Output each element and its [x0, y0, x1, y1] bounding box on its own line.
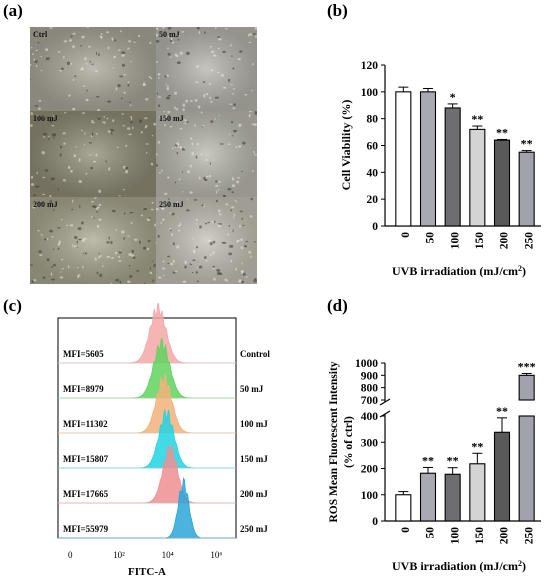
x-tick-label: 250 — [523, 527, 535, 545]
y-tick-label: 60 — [367, 141, 379, 153]
y-axis-label-line2: (% of ctrl) — [343, 416, 355, 468]
y-tick-label: 20 — [367, 194, 379, 206]
series-label: 50 mJ — [240, 384, 264, 394]
x-tick-label: 0 — [400, 527, 412, 533]
significance-mark: ** — [496, 404, 508, 418]
series-label: 200 mJ — [240, 489, 268, 499]
panel-d-label: (d) — [327, 296, 348, 315]
x-tick-label: 50 — [425, 232, 437, 244]
x-axis-label: UVB irradiation (mJ/cm2) — [392, 264, 526, 279]
bar — [444, 473, 461, 522]
x-tick-label: 200 — [499, 527, 511, 545]
bar — [493, 431, 511, 522]
micrograph-100mj: 100 mJ — [30, 111, 156, 197]
micrograph-50mj: 50 mJ — [156, 27, 257, 111]
micrograph-label: 250 mJ — [159, 200, 184, 209]
micrograph-texture — [156, 27, 257, 111]
micrograph-texture — [30, 111, 156, 197]
x-tick-label: 10² — [113, 550, 125, 560]
y-tick-label: 120 — [361, 60, 379, 72]
significance-mark: * — [450, 90, 456, 104]
significance-mark: ** — [447, 454, 459, 468]
significance-mark: ** — [521, 137, 533, 151]
mfi-label: MFI=8979 — [63, 384, 104, 394]
y-tick-label: 900 — [361, 370, 379, 382]
y-tick-label: 100 — [361, 490, 379, 502]
micrograph-ctrl: Ctrl — [30, 27, 156, 111]
series-label: 250 mJ — [240, 524, 268, 534]
micrograph-label: Ctrl — [33, 30, 48, 39]
micrograph-label: 100 mJ — [33, 114, 58, 123]
y-tick-label: 100 — [361, 87, 379, 99]
axis-break-mark — [379, 398, 391, 406]
x-axis-label: FITC-A — [128, 566, 166, 578]
series-label: 100 mJ — [240, 419, 268, 429]
significance-mark: ** — [471, 112, 483, 126]
y-tick-label: 800 — [361, 383, 379, 395]
significance-mark: ** — [471, 439, 483, 453]
micrograph-200mj: 200 mJ — [30, 197, 156, 284]
mfi-label: MFI=5605 — [63, 349, 104, 359]
micrograph-label: 150 mJ — [159, 114, 184, 123]
mfi-label: MFI=15807 — [63, 454, 109, 464]
panel-a-label: (a) — [3, 1, 23, 20]
y-tick-label: 0 — [372, 516, 378, 528]
x-tick-label: 100 — [449, 527, 461, 545]
micrograph-150mj: 150 mJ — [156, 111, 257, 197]
y-tick-label: 300 — [361, 437, 379, 449]
mfi-label: MFI=17665 — [63, 489, 109, 499]
micrograph-texture — [156, 111, 257, 197]
significance-mark: ** — [496, 125, 508, 139]
bar-upper-segment — [518, 374, 535, 401]
series-label: Control — [240, 349, 270, 359]
x-tick-label: 100 — [449, 232, 461, 250]
y-tick-label: 40 — [367, 167, 379, 179]
x-tick-label: 10⁴ — [162, 550, 174, 560]
significance-mark: *** — [518, 359, 536, 373]
micrograph-grid: Ctrl 50 mJ 100 mJ 150 mJ 200 mJ 250 mJ — [30, 27, 257, 284]
y-tick-label: 400 — [361, 411, 379, 423]
y-tick-label: 700 — [361, 395, 379, 407]
y-axis-label: Cell Viability (%) — [339, 100, 353, 191]
panel-c-label: (c) — [3, 296, 22, 315]
panel-b-label: (b) — [327, 1, 348, 20]
x-tick-label: 150 — [474, 527, 486, 545]
x-tick-label: 250 — [523, 232, 535, 250]
x-tick-label: 50 — [425, 527, 437, 539]
y-tick-label: 0 — [372, 221, 378, 233]
mfi-label: MFI=11302 — [63, 419, 108, 429]
bar — [419, 472, 437, 522]
y-tick-label: 80 — [367, 114, 379, 126]
y-axis-label-line1: ROS Mean Fluorescent Intensity — [328, 361, 340, 522]
x-tick-label: 0 — [68, 550, 73, 560]
x-tick-label: 150 — [474, 232, 486, 250]
y-tick-label: 1000 — [355, 358, 378, 370]
x-tick-label: 200 — [499, 232, 511, 250]
x-tick-label: 0 — [400, 232, 412, 238]
x-tick-label: 10⁶ — [210, 550, 222, 560]
micrograph-texture — [156, 197, 257, 284]
bar — [518, 415, 535, 522]
mfi-label: MFI=55979 — [63, 524, 109, 534]
micrograph-texture — [30, 197, 156, 284]
micrograph-250mj: 250 mJ — [156, 197, 257, 284]
bar — [469, 463, 486, 522]
series-label: 150 mJ — [240, 454, 268, 464]
x-axis-label: UVB irradiation (mJ/cm2) — [392, 559, 526, 574]
micrograph-label: 200 mJ — [33, 200, 58, 209]
bar — [395, 494, 412, 522]
micrograph-label: 50 mJ — [159, 30, 180, 39]
y-tick-label: 200 — [361, 464, 379, 476]
micrograph-texture — [30, 27, 156, 111]
significance-mark: ** — [422, 453, 434, 467]
